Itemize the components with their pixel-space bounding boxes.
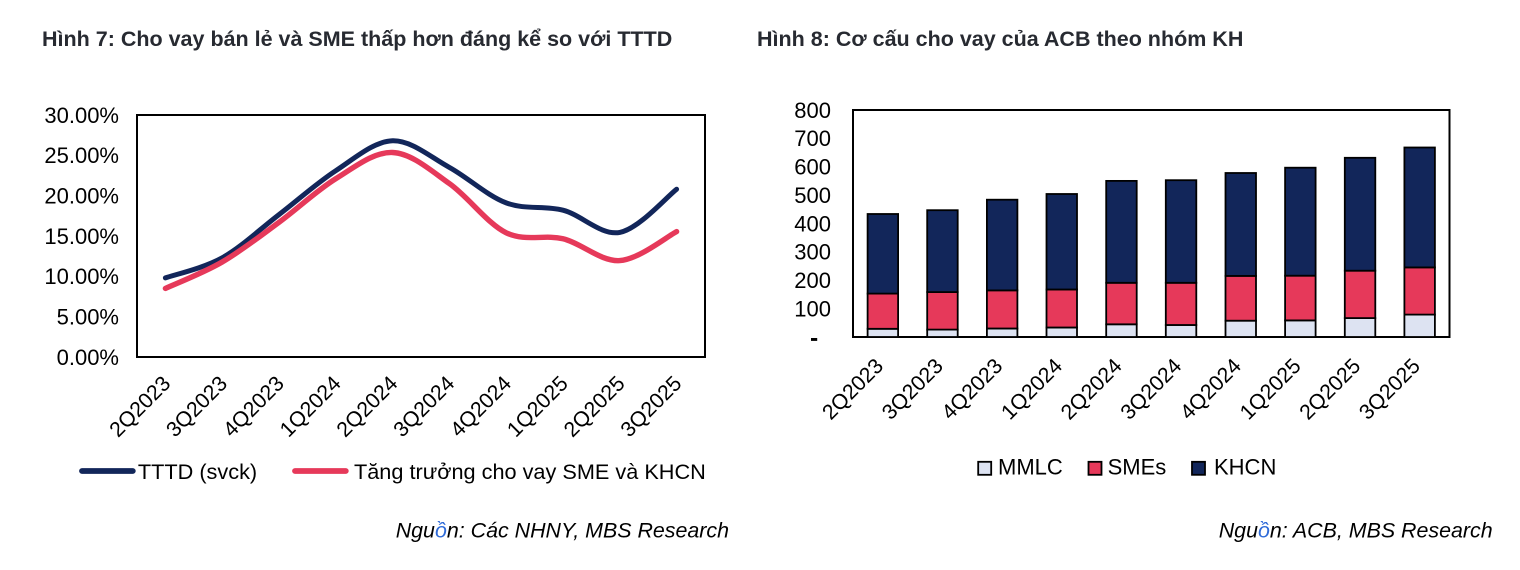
svg-text:1Q2024: 1Q2024 <box>996 354 1067 425</box>
svg-text:3Q2025: 3Q2025 <box>1354 354 1425 425</box>
svg-text:Nguồn: ACB, MBS Research: Nguồn: ACB, MBS Research <box>1219 519 1493 543</box>
svg-text:3Q2023: 3Q2023 <box>161 371 232 442</box>
svg-text:4Q2024: 4Q2024 <box>1175 354 1246 425</box>
svg-text:20.00%: 20.00% <box>44 184 119 209</box>
svg-text:TTTD (svck): TTTD (svck) <box>138 459 257 484</box>
svg-text:2Q2025: 2Q2025 <box>1295 354 1366 425</box>
svg-text:800: 800 <box>794 98 831 123</box>
svg-text:4Q2023: 4Q2023 <box>937 354 1008 425</box>
svg-text:1Q2025: 1Q2025 <box>1235 354 1306 425</box>
svg-text:3Q2023: 3Q2023 <box>877 354 948 425</box>
svg-text:100: 100 <box>794 296 831 321</box>
svg-text:4Q2024: 4Q2024 <box>445 371 516 442</box>
svg-text:300: 300 <box>794 240 831 265</box>
svg-text:1Q2025: 1Q2025 <box>502 371 573 442</box>
svg-text:25.00%: 25.00% <box>44 143 119 168</box>
svg-text:30.00%: 30.00% <box>44 103 119 128</box>
svg-text:10.00%: 10.00% <box>44 264 119 289</box>
svg-text:5.00%: 5.00% <box>57 305 119 330</box>
svg-text:3Q2025: 3Q2025 <box>616 371 687 442</box>
svg-text:15.00%: 15.00% <box>44 224 119 249</box>
svg-text:2Q2025: 2Q2025 <box>559 371 630 442</box>
svg-text:400: 400 <box>794 211 831 236</box>
svg-text:Tăng trưởng cho vay SME và KHC: Tăng trưởng cho vay SME và KHCN <box>354 459 706 484</box>
svg-text:MMLC: MMLC <box>998 455 1063 480</box>
svg-text:Nguồn: Các NHNY, MBS Research: Nguồn: Các NHNY, MBS Research <box>396 519 729 543</box>
svg-text:200: 200 <box>794 268 831 293</box>
svg-text:2Q2024: 2Q2024 <box>1056 354 1127 425</box>
svg-text:KHCN: KHCN <box>1214 455 1276 480</box>
svg-text:2Q2024: 2Q2024 <box>332 371 403 442</box>
svg-text:3Q2024: 3Q2024 <box>389 371 460 442</box>
svg-text:0.00%: 0.00% <box>57 345 119 370</box>
svg-text:500: 500 <box>794 183 831 208</box>
svg-text:4Q2023: 4Q2023 <box>218 371 289 442</box>
svg-text:SMEs: SMEs <box>1108 455 1167 480</box>
svg-text:1Q2024: 1Q2024 <box>275 371 346 442</box>
svg-text:2Q2023: 2Q2023 <box>105 371 176 442</box>
svg-text:700: 700 <box>794 126 831 151</box>
svg-text:2Q2023: 2Q2023 <box>817 354 888 425</box>
svg-text:3Q2024: 3Q2024 <box>1116 354 1187 425</box>
svg-text:600: 600 <box>794 155 831 180</box>
